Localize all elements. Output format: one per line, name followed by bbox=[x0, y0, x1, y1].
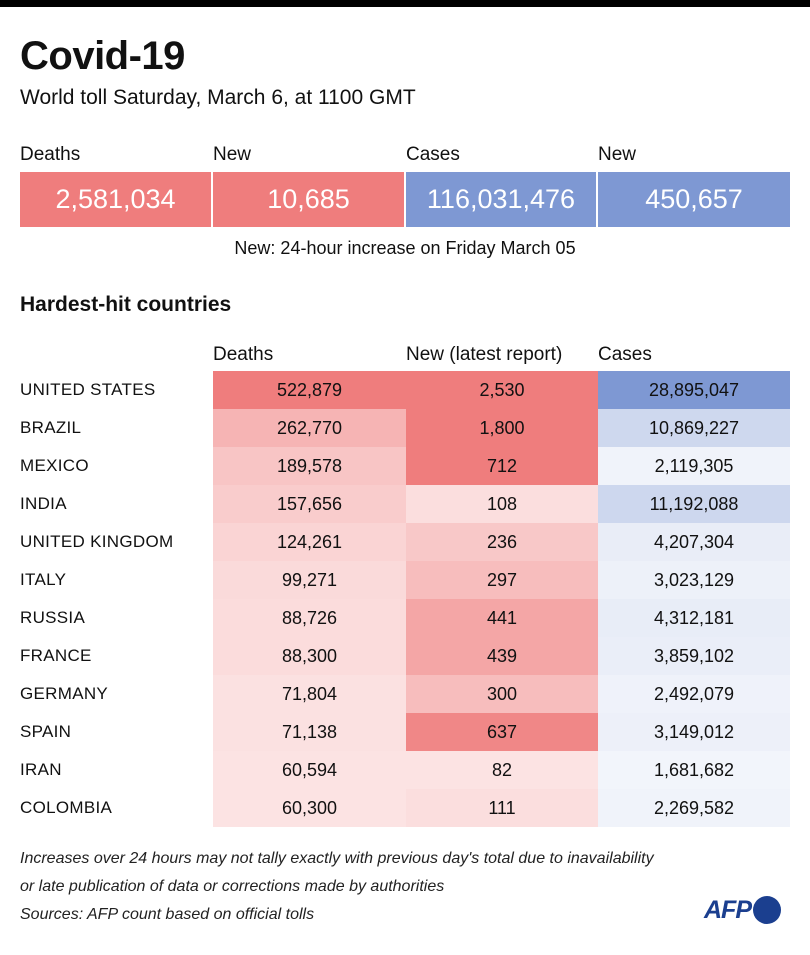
table-row: SPAIN 71,138 637 3,149,012 bbox=[0, 713, 810, 751]
cases-cell: 4,312,181 bbox=[598, 599, 790, 637]
deaths-cell: 157,656 bbox=[213, 485, 406, 523]
deaths-cell: 60,594 bbox=[213, 751, 406, 789]
footnote-line-1: Increases over 24 hours may not tally ex… bbox=[20, 850, 654, 867]
table-row: MEXICO 189,578 712 2,119,305 bbox=[0, 447, 810, 485]
new-cell: 236 bbox=[406, 523, 598, 561]
summary-cases-box: 116,031,476 bbox=[406, 172, 596, 227]
country-name: UNITED STATES bbox=[20, 380, 156, 399]
afp-logo: AFP bbox=[704, 896, 781, 924]
deaths-cell: 522,879 bbox=[213, 371, 406, 409]
table-row: RUSSIA 88,726 441 4,312,181 bbox=[0, 599, 810, 637]
summary-note: New: 24-hour increase on Friday March 05 bbox=[234, 238, 576, 258]
deaths-cell: 88,300 bbox=[213, 637, 406, 675]
cases-cell: 3,859,102 bbox=[598, 637, 790, 675]
deaths-cell: 60,300 bbox=[213, 789, 406, 827]
cases-cell: 3,149,012 bbox=[598, 713, 790, 751]
col-header-new: New (latest report) bbox=[406, 344, 563, 365]
top-rule bbox=[0, 0, 810, 7]
country-name: MEXICO bbox=[20, 456, 89, 475]
country-name: ITALY bbox=[20, 570, 67, 589]
summary-deaths-label: Deaths bbox=[20, 144, 81, 165]
new-cell: 82 bbox=[406, 751, 598, 789]
summary-cases-new-box: 450,657 bbox=[598, 172, 790, 227]
footnote-line-2: or late publication of data or correctio… bbox=[20, 878, 445, 895]
country-name: IRAN bbox=[20, 760, 62, 779]
deaths-cell: 71,138 bbox=[213, 713, 406, 751]
table-row: FRANCE 88,300 439 3,859,102 bbox=[0, 637, 810, 675]
cases-cell: 2,119,305 bbox=[598, 447, 790, 485]
table-row: UNITED KINGDOM 124,261 236 4,207,304 bbox=[0, 523, 810, 561]
cases-cell: 11,192,088 bbox=[598, 485, 790, 523]
cases-cell: 10,869,227 bbox=[598, 409, 790, 447]
table-row: BRAZIL 262,770 1,800 10,869,227 bbox=[0, 409, 810, 447]
country-name: BRAZIL bbox=[20, 418, 82, 437]
deaths-cell: 124,261 bbox=[213, 523, 406, 561]
new-cell: 439 bbox=[406, 637, 598, 675]
new-cell: 637 bbox=[406, 713, 598, 751]
deaths-cell: 262,770 bbox=[213, 409, 406, 447]
section-title: Hardest-hit countries bbox=[20, 293, 232, 316]
table-row: UNITED STATES 522,879 2,530 28,895,047 bbox=[0, 371, 810, 409]
summary-cases-new-label: New bbox=[598, 144, 637, 165]
table-row: GERMANY 71,804 300 2,492,079 bbox=[0, 675, 810, 713]
country-name: GERMANY bbox=[20, 684, 109, 703]
deaths-cell: 71,804 bbox=[213, 675, 406, 713]
country-name: SPAIN bbox=[20, 722, 72, 741]
table-row: IRAN 60,594 82 1,681,682 bbox=[0, 751, 810, 789]
deaths-cell: 88,726 bbox=[213, 599, 406, 637]
new-cell: 300 bbox=[406, 675, 598, 713]
new-cell: 108 bbox=[406, 485, 598, 523]
country-name: INDIA bbox=[20, 494, 67, 513]
country-name: FRANCE bbox=[20, 646, 92, 665]
new-cell: 441 bbox=[406, 599, 598, 637]
afp-logo-dot-icon bbox=[753, 896, 781, 924]
country-name: UNITED KINGDOM bbox=[20, 532, 174, 551]
cases-cell: 1,681,682 bbox=[598, 751, 790, 789]
country-name: RUSSIA bbox=[20, 608, 86, 627]
cases-cell: 4,207,304 bbox=[598, 523, 790, 561]
deaths-cell: 189,578 bbox=[213, 447, 406, 485]
new-cell: 1,800 bbox=[406, 409, 598, 447]
col-header-deaths: Deaths bbox=[213, 344, 274, 365]
table-row: INDIA 157,656 108 11,192,088 bbox=[0, 485, 810, 523]
sources-note: Sources: AFP count based on official tol… bbox=[20, 906, 315, 923]
deaths-cell: 99,271 bbox=[213, 561, 406, 599]
cases-cell: 3,023,129 bbox=[598, 561, 790, 599]
col-header-cases: Cases bbox=[598, 344, 652, 365]
page-title: Covid-19 bbox=[20, 34, 185, 78]
new-cell: 712 bbox=[406, 447, 598, 485]
table-row: ITALY 99,271 297 3,023,129 bbox=[0, 561, 810, 599]
summary-deaths-new-box: 10,685 bbox=[213, 172, 404, 227]
country-name: COLOMBIA bbox=[20, 798, 113, 817]
new-cell: 297 bbox=[406, 561, 598, 599]
page-subtitle: World toll Saturday, March 6, at 1100 GM… bbox=[20, 86, 416, 109]
cases-cell: 2,492,079 bbox=[598, 675, 790, 713]
table-row: COLOMBIA 60,300 111 2,269,582 bbox=[0, 789, 810, 827]
summary-cases-label: Cases bbox=[406, 144, 460, 165]
new-cell: 2,530 bbox=[406, 371, 598, 409]
summary-deaths-box: 2,581,034 bbox=[20, 172, 211, 227]
cases-cell: 2,269,582 bbox=[598, 789, 790, 827]
summary-deaths-new-label: New bbox=[213, 144, 252, 165]
afp-logo-text: AFP bbox=[704, 895, 752, 924]
new-cell: 111 bbox=[406, 789, 598, 827]
cases-cell: 28,895,047 bbox=[598, 371, 790, 409]
